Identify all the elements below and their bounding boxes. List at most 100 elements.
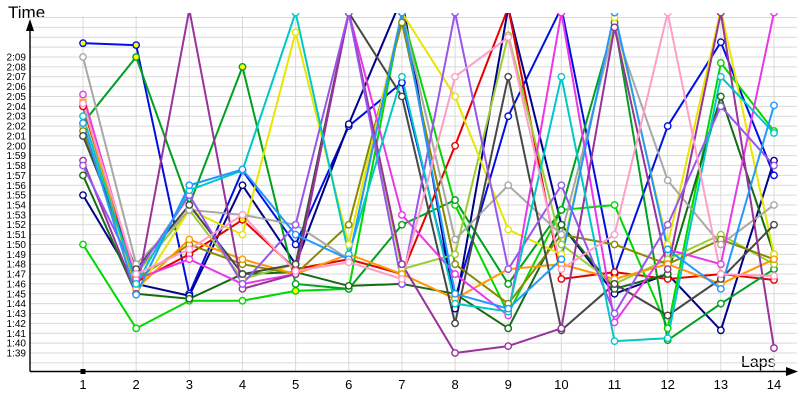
data-point-sky-blue-lap3[interactable] [185,181,194,190]
data-point-silver-lap1[interactable] [79,53,87,61]
data-point-pink-lap7[interactable] [398,275,406,283]
data-point-orange-lap14[interactable] [770,255,778,264]
data-point-violet-lap8[interactable] [451,9,459,17]
data-point-navy-lap4[interactable] [238,181,247,190]
data-point-yellow-green-lap8[interactable] [451,250,459,259]
data-point-dark-gray-lap5[interactable] [291,260,300,269]
data-point-silver-lap12[interactable] [663,176,672,185]
data-point-dark-green-lap9[interactable] [504,324,513,333]
data-point-bright-green-lap2[interactable] [132,324,141,333]
data-point-dark-gray-lap7[interactable] [398,92,406,101]
data-point-purple-lap3[interactable] [186,6,192,14]
data-point-violet-lap4[interactable] [238,280,247,288]
data-point-dark-green-lap1[interactable] [79,171,87,180]
data-point-pink-lap1[interactable] [79,99,87,108]
data-point-blue-lap13[interactable] [716,38,725,47]
data-point-dark-green-lap3[interactable] [185,294,194,303]
data-point-magenta-lap1[interactable] [79,90,87,99]
data-point-sky-blue-lap9[interactable] [504,304,513,313]
data-point-blue-lap14[interactable] [770,171,778,180]
data-point-cyan-lap5[interactable] [291,9,300,17]
data-point-dark-gray-lap3[interactable] [185,201,194,209]
data-point-violet-lap10[interactable] [557,181,566,190]
data-point-sky-blue-lap14[interactable] [770,101,778,110]
data-point-pink-lap9[interactable] [504,33,513,42]
data-point-blue-lap10[interactable] [558,4,564,10]
data-point-sky-blue-lap10[interactable] [557,255,566,264]
data-point-cyan-lap1[interactable] [79,112,87,121]
data-point-violet-lap14[interactable] [770,161,778,170]
data-point-navy-lap7[interactable] [399,0,405,1]
data-point-purple-lap11[interactable] [610,23,619,32]
data-point-sky-blue-lap8[interactable] [451,289,459,298]
data-point-purple-lap10[interactable] [557,324,566,333]
data-point-sky-blue-lap11[interactable] [610,9,619,17]
data-point-pink-lap6[interactable] [344,258,353,267]
data-point-dark-green-lap10[interactable] [557,220,566,229]
data-point-dark-gray-lap8[interactable] [451,319,459,328]
data-point-green-lap5[interactable] [291,280,300,288]
data-point-pink-lap14[interactable] [770,272,778,280]
data-point-blue-lap1[interactable] [79,39,87,48]
data-point-red-lap10[interactable] [557,275,566,283]
data-point-dark-gray-lap4[interactable] [238,270,247,278]
data-point-dark-green-lap6[interactable] [344,282,353,290]
data-point-silver-lap14[interactable] [770,201,778,209]
data-point-olive-lap7[interactable] [398,18,406,27]
data-point-blue-lap9[interactable] [504,112,513,121]
data-point-red-lap8[interactable] [451,141,459,150]
data-point-yellow-lap4[interactable] [238,230,247,239]
data-point-sky-blue-lap13[interactable] [716,284,725,293]
data-point-magenta-lap14[interactable] [770,9,778,17]
data-point-bright-green-lap11[interactable] [610,201,619,209]
data-point-yellow-lap9[interactable] [504,225,513,234]
data-point-yellow-green-lap10[interactable] [557,240,566,249]
data-point-magenta-lap11[interactable] [610,318,619,327]
data-point-sky-blue-lap4[interactable] [238,165,247,174]
data-point-purple-lap8[interactable] [451,349,459,357]
data-point-orange-lap4[interactable] [238,255,247,264]
data-point-cyan-lap13[interactable] [716,72,725,81]
data-point-violet-lap12[interactable] [663,220,672,229]
data-point-pink-lap5[interactable] [291,267,300,276]
data-point-olive-lap6[interactable] [344,220,353,229]
data-point-navy-lap1[interactable] [79,191,87,200]
data-point-purple-lap7[interactable] [398,260,406,269]
data-point-silver-lap10[interactable] [557,230,566,239]
data-point-magenta-lap10[interactable] [557,9,566,17]
data-point-violet-lap1[interactable] [79,161,87,170]
data-point-blue-lap5[interactable] [291,240,300,249]
data-point-pink-lap11[interactable] [610,230,619,239]
data-point-sky-blue-lap5[interactable] [291,230,300,239]
data-point-green-lap9[interactable] [504,280,513,288]
data-point-green-lap4[interactable] [238,62,247,71]
data-point-yellow-lap8[interactable] [451,92,459,101]
data-point-cyan-lap14[interactable] [770,129,778,137]
data-point-dark-gray-lap11[interactable] [610,280,619,288]
data-point-green-lap13[interactable] [716,299,725,308]
data-point-magenta-lap7[interactable] [398,210,406,219]
data-point-navy-lap13[interactable] [716,326,725,335]
data-point-sky-blue-lap2[interactable] [132,290,141,299]
data-point-magenta-lap13[interactable] [716,260,725,269]
data-point-purple-lap12[interactable] [663,265,672,274]
data-point-purple-lap13[interactable] [716,9,725,17]
data-point-cyan-lap2[interactable] [132,280,141,288]
data-point-dark-gray-lap1[interactable] [79,132,87,140]
data-point-bright-green-lap4[interactable] [238,296,247,305]
data-point-violet-lap6[interactable] [344,9,353,17]
data-point-magenta-lap3[interactable] [185,255,194,264]
data-point-pink-lap12[interactable] [663,9,672,17]
data-point-dark-green-lap13[interactable] [716,92,725,101]
data-point-purple-lap9[interactable] [504,342,513,350]
data-point-yellow-lap13[interactable] [718,6,724,14]
data-point-olive-lap8[interactable] [451,260,459,269]
data-point-yellow-lap6[interactable] [344,240,353,249]
data-point-pink-lap10[interactable] [557,265,566,274]
data-point-green-lap2[interactable] [132,53,141,61]
data-point-sky-blue-lap7[interactable] [398,9,406,17]
data-point-pink-lap8[interactable] [451,72,459,81]
data-point-bright-green-lap5[interactable] [291,286,300,295]
data-point-green-lap8[interactable] [451,196,459,204]
data-point-blue-lap12[interactable] [663,122,672,130]
